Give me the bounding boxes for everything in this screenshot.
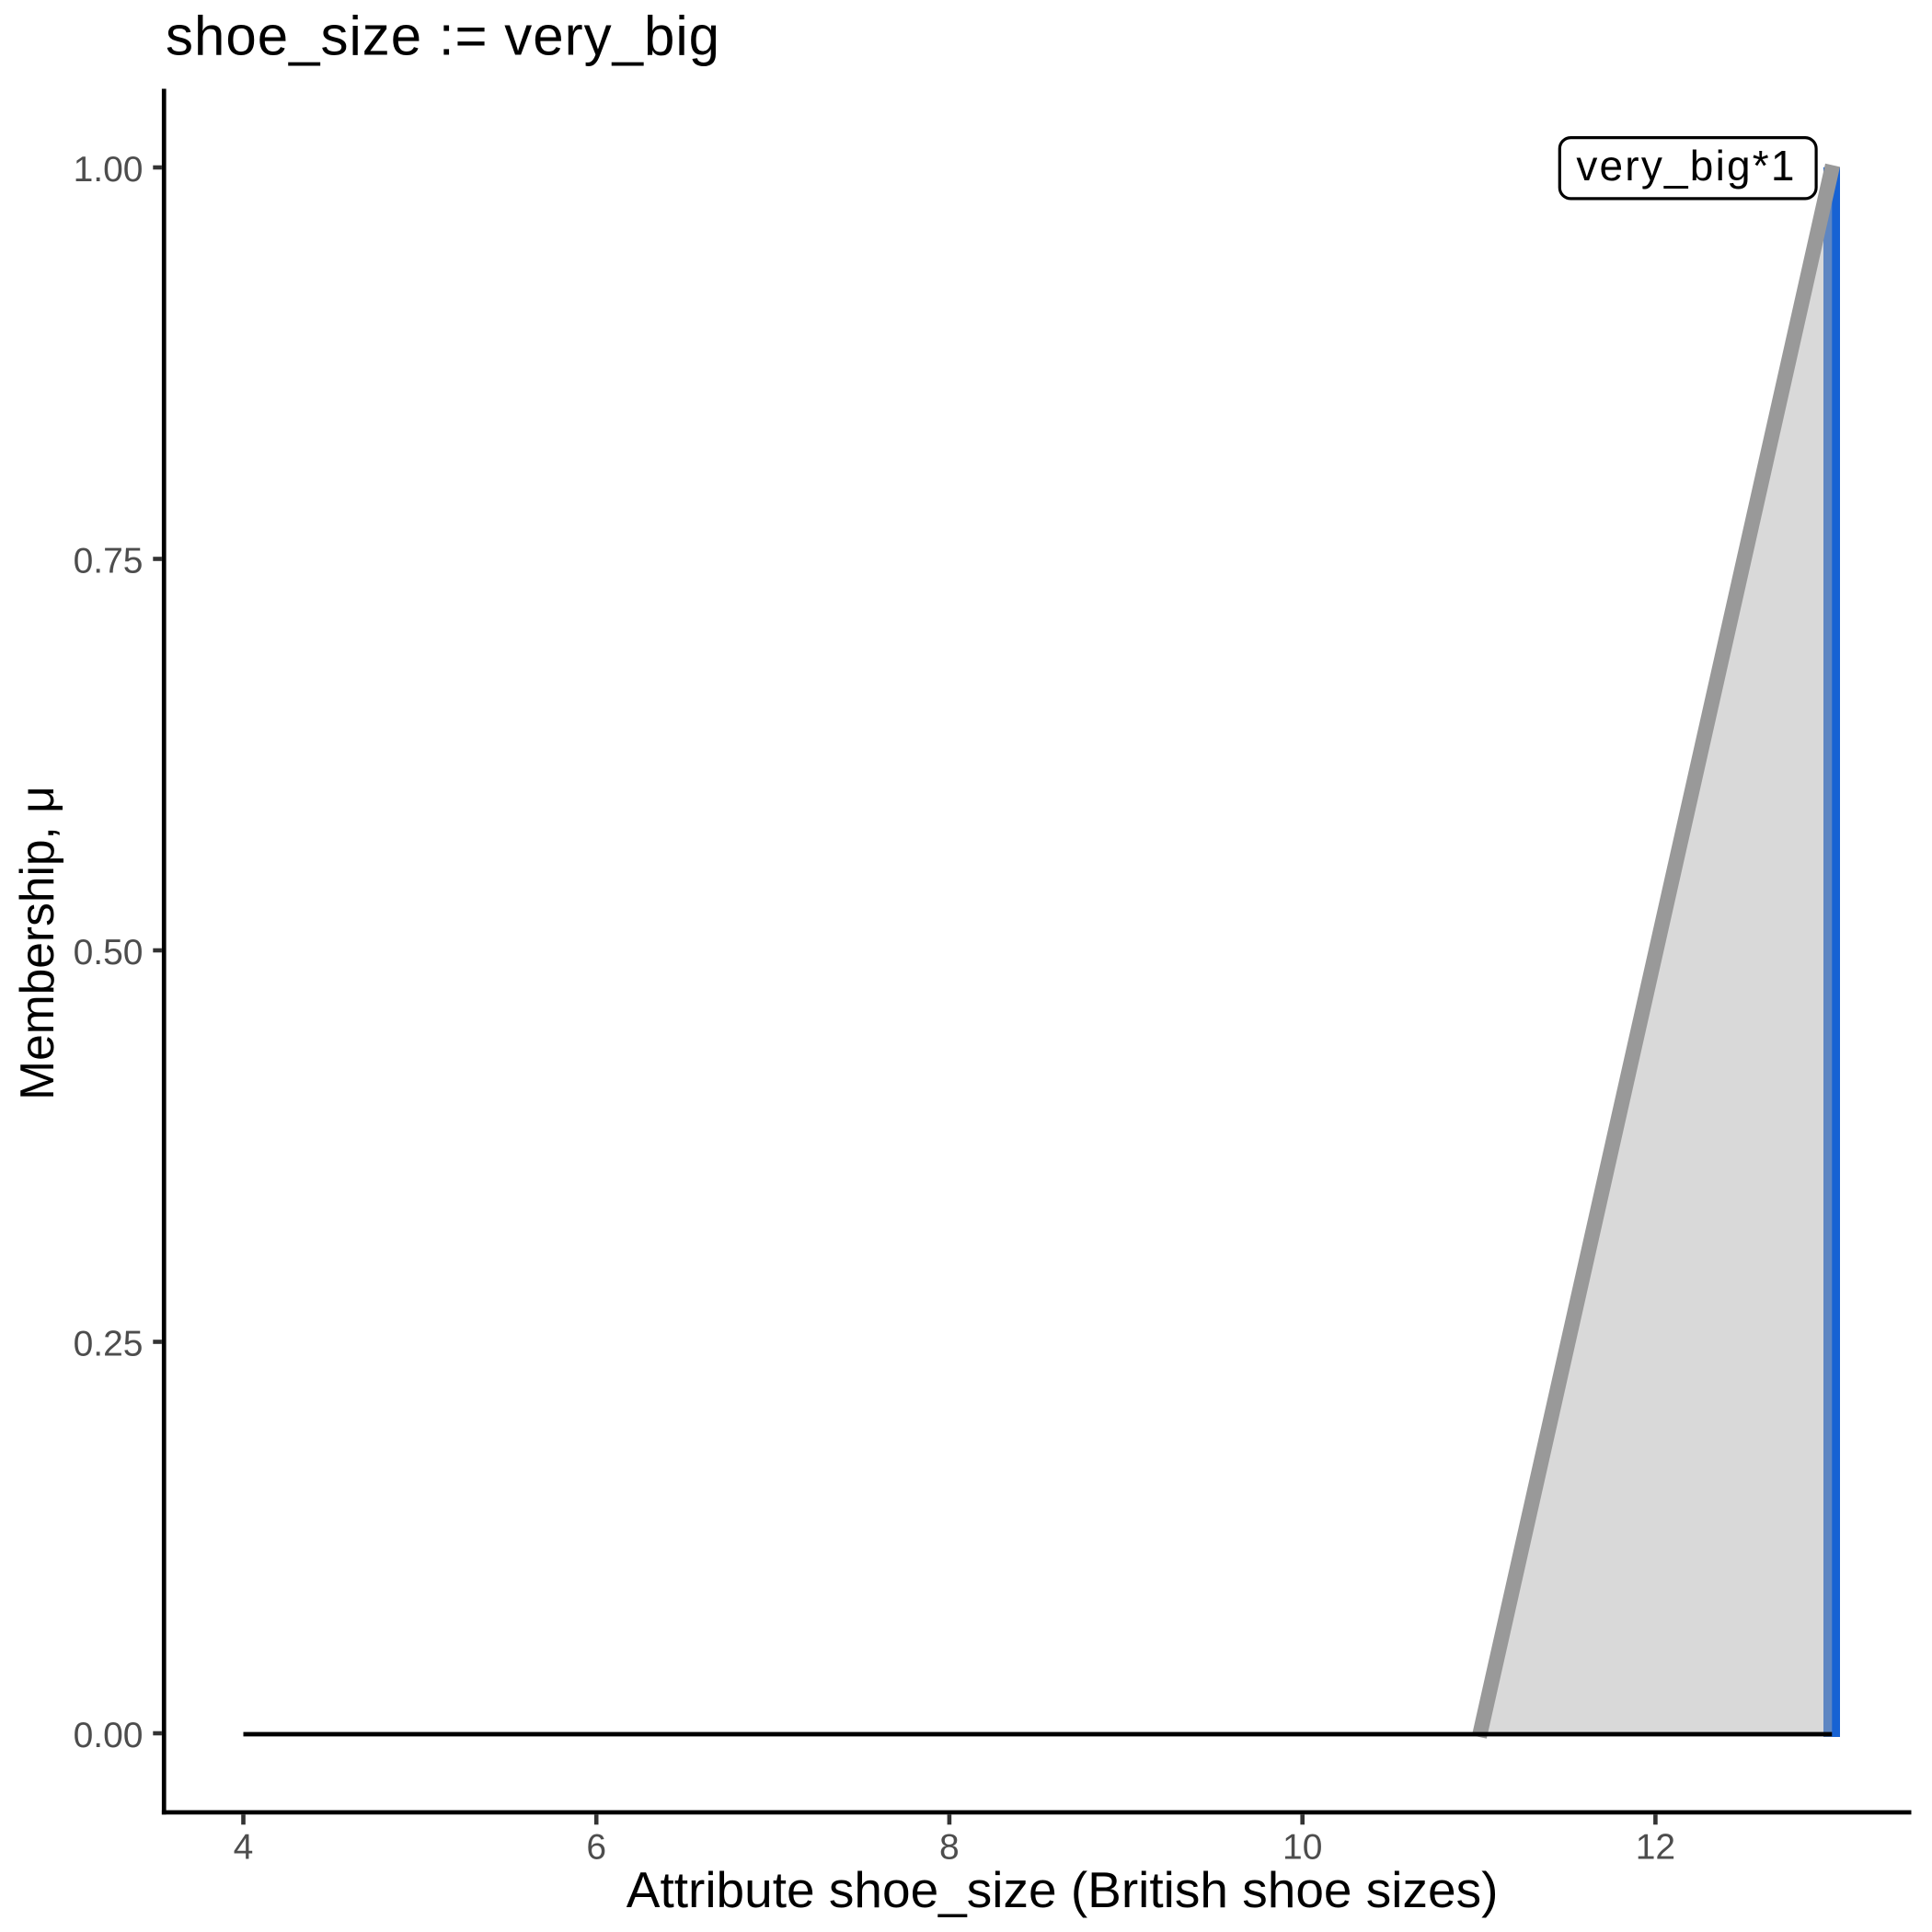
svg-text:10: 10: [1282, 1828, 1322, 1868]
svg-text:0.00: 0.00: [74, 1716, 144, 1755]
svg-text:8: 8: [939, 1828, 960, 1868]
svg-text:0.25: 0.25: [74, 1325, 144, 1364]
svg-text:12: 12: [1636, 1828, 1675, 1868]
svg-text:Attribute shoe_size (British s: Attribute shoe_size (British shoe sizes): [627, 1861, 1499, 1918]
svg-text:6: 6: [586, 1828, 606, 1868]
svg-text:0.75: 0.75: [74, 542, 144, 581]
svg-text:Membership, μ: Membership, μ: [10, 786, 63, 1100]
svg-text:4: 4: [234, 1828, 254, 1868]
svg-text:0.50: 0.50: [74, 933, 144, 972]
svg-text:1.00: 1.00: [74, 150, 144, 190]
svg-text:very_big*1: very_big*1: [1576, 142, 1796, 190]
svg-text:shoe_size := very_big: shoe_size := very_big: [166, 6, 720, 67]
